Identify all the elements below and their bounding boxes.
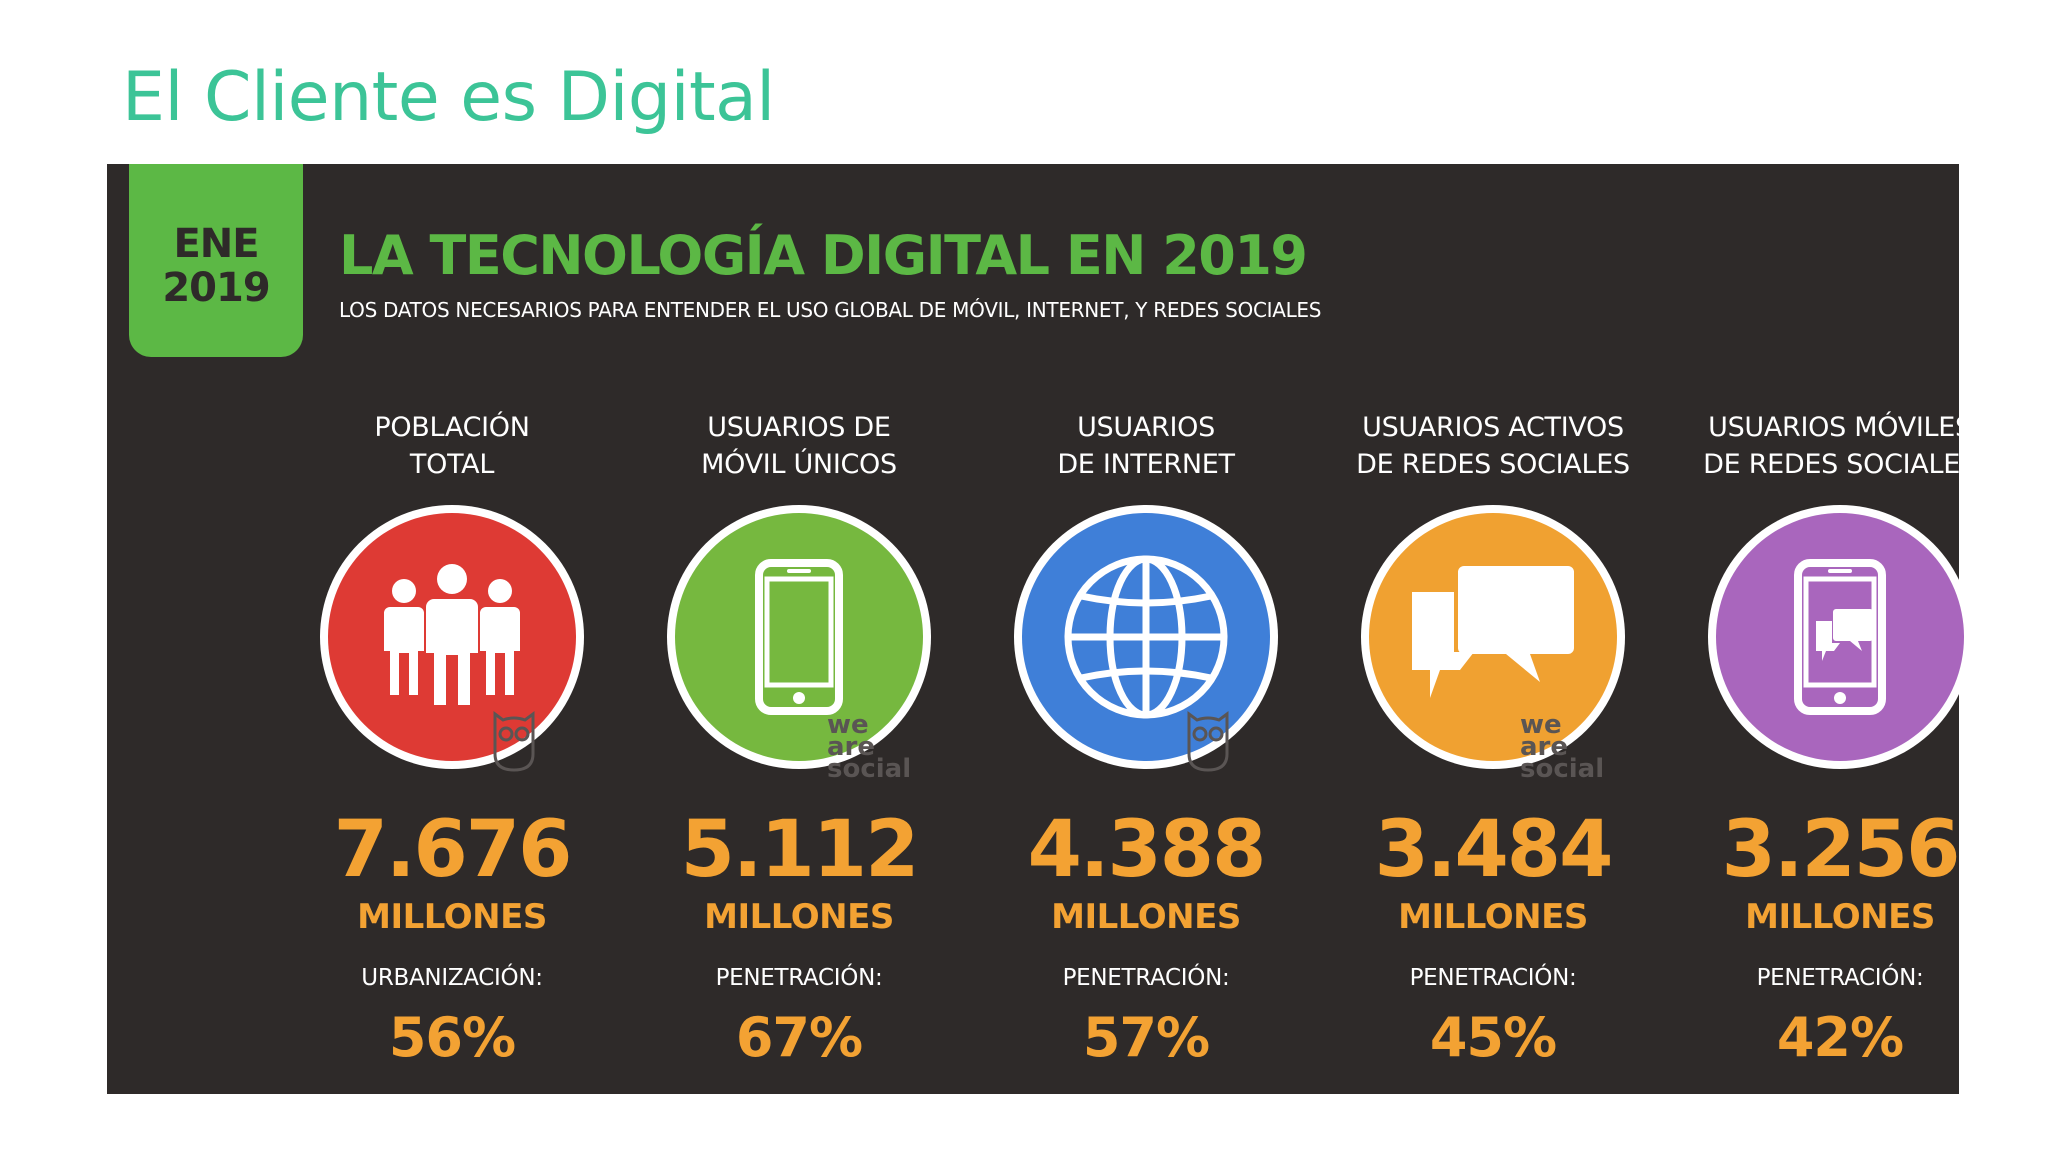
stat-icon-circle [328,513,576,761]
date-month: ENE [173,220,259,267]
stat-sublabel: PENETRACIÓN: [1062,965,1230,991]
stat-sublabel: PENETRACIÓN: [1409,965,1577,991]
stat-icon-ring [1014,505,1278,769]
logo-word: are [827,732,876,762]
stat-unit: MILLONES [1051,897,1241,937]
stat-internet-users: USUARIOS DE INTERNET 4.388 MILLONES PENE… [973,409,1319,1069]
chat-bubbles-icon [1412,566,1574,698]
logo-word: we [1520,710,1562,740]
stat-percent: 45% [1429,1006,1557,1069]
mobile-phone-icon [755,559,843,715]
date-year: 2019 [162,264,270,311]
stat-value: 7.676 [333,805,573,895]
logo-word: social [827,754,912,784]
stat-icon-ring [1361,505,1625,769]
globe-icon [1064,555,1228,719]
stat-sublabel: PENETRACIÓN: [715,965,883,991]
stat-icon-circle [1022,513,1270,761]
people-icon [384,564,520,705]
stat-label: USUARIOS DE MÓVIL ÚNICOS [701,412,897,480]
stat-social-users: USUARIOS ACTIVOS DE REDES SOCIALES 3.484… [1320,409,1666,1069]
we-are-social-logo: we are social [827,710,912,784]
stat-sublabel: URBANIZACIÓN: [361,965,543,991]
stat-percent: 57% [1082,1006,1210,1069]
stat-population: POBLACIÓN TOTAL 7.676 MILLONES URBANIZAC… [279,409,625,1069]
mobile-chat-icon [1794,559,1886,715]
logo-word: are [1520,732,1569,762]
infographic-headline: LA TECNOLOGÍA DIGITAL EN 2019 [339,224,1308,287]
stat-value: 3.256 [1721,805,1961,895]
logo-word: social [1520,754,1605,784]
page-title: El Cliente es Digital [122,58,775,137]
stat-unit: MILLONES [1745,897,1935,937]
infographic-panel: ENE 2019 LA TECNOLOGÍA DIGITAL EN 2019 L… [107,164,1977,1094]
infographic-subheadline: LOS DATOS NECESARIOS PARA ENTENDER EL US… [339,298,1322,322]
stat-unit: MILLONES [1398,897,1588,937]
date-tab: ENE 2019 [129,164,303,357]
stat-icon-ring [1708,505,1972,769]
stat-label: POBLACIÓN TOTAL [374,412,530,480]
stat-icon-circle [1716,513,1964,761]
stat-value: 4.388 [1027,805,1267,895]
stat-unit: MILLONES [357,897,547,937]
stat-mobile-users: USUARIOS DE MÓVIL ÚNICOS 5.112 MILLONES … [626,409,972,1069]
stat-percent: 56% [388,1006,516,1069]
stat-value: 5.112 [680,805,920,895]
stat-sublabel: PENETRACIÓN: [1756,965,1924,991]
stat-percent: 67% [735,1006,863,1069]
stat-icon-circle [1369,513,1617,761]
stat-label: USUARIOS ACTIVOS DE REDES SOCIALES [1356,412,1630,480]
stat-label: USUARIOS MÓVILES DE REDES SOCIALES [1703,412,1977,480]
stat-percent: 42% [1776,1006,1904,1069]
stat-label: USUARIOS DE INTERNET [1057,412,1235,480]
owl-logo-icon [1187,711,1229,772]
owl-logo-icon [493,711,535,772]
stat-unit: MILLONES [704,897,894,937]
we-are-social-logo: we are social [1520,710,1605,784]
logo-word: we [827,710,869,740]
stat-value: 3.484 [1374,805,1614,895]
stat-icon-ring [320,505,584,769]
stat-mobile-social-users: USUARIOS MÓVILES DE REDES SOCIALES 3.256… [1667,409,2013,1069]
stat-icon-circle [675,513,923,761]
stat-icon-ring [667,505,931,769]
